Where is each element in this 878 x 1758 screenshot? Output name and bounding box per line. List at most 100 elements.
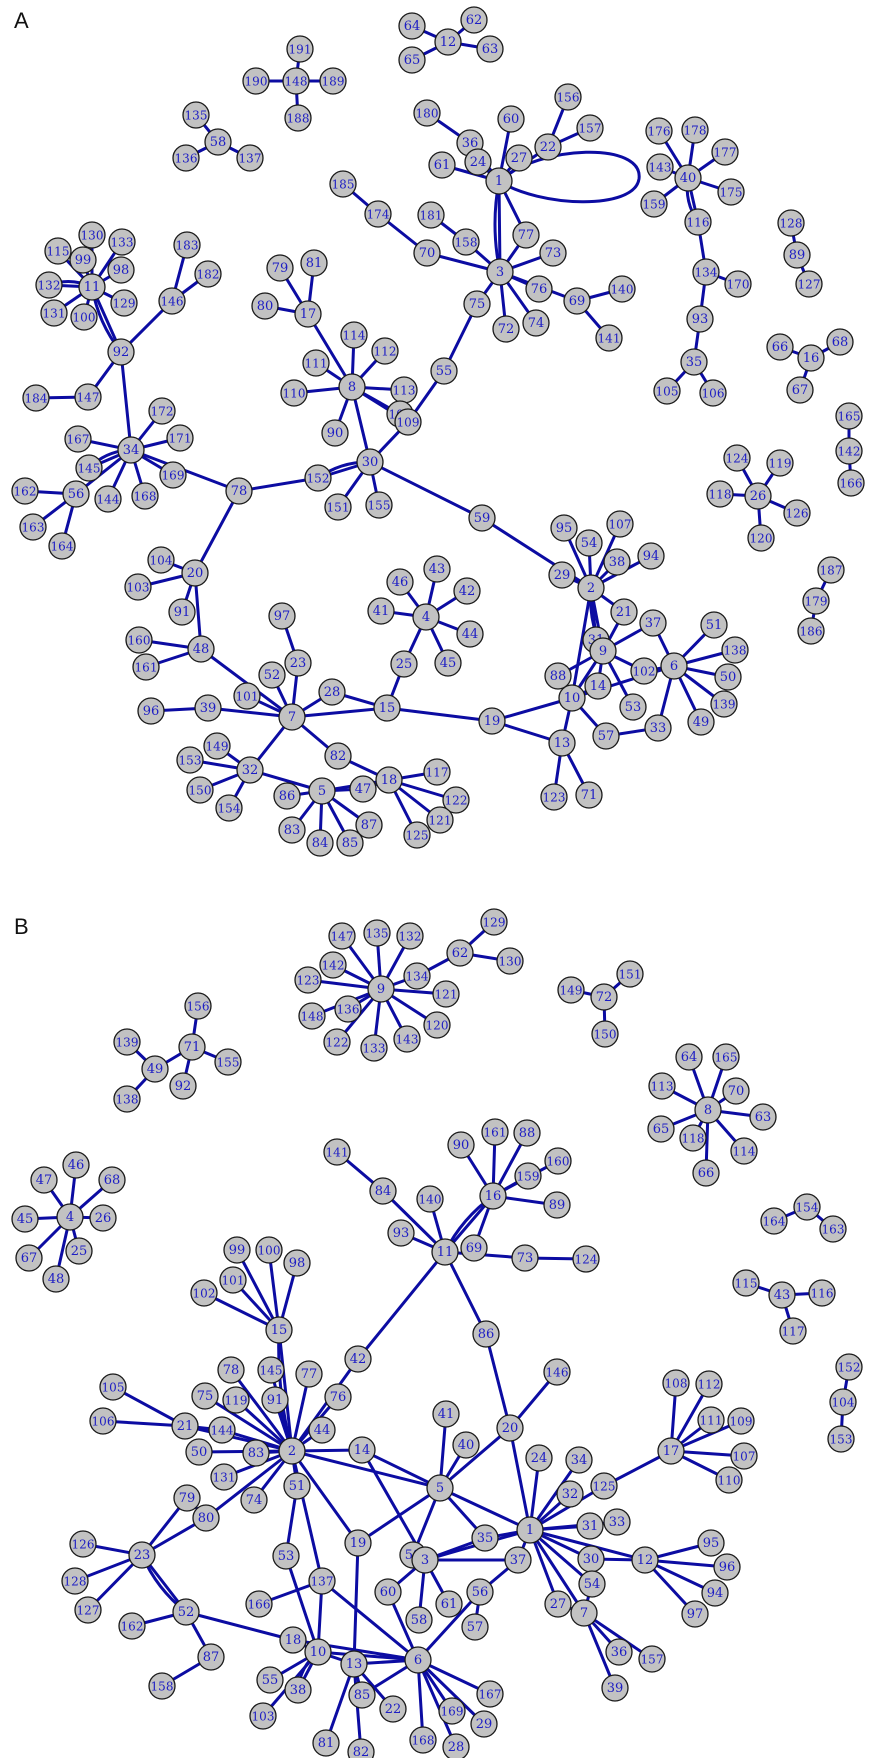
node-label: 45: [440, 656, 457, 671]
node-127: 127: [795, 270, 823, 298]
node-circle: [306, 829, 334, 857]
node-174: 174: [364, 200, 392, 228]
node-label: 182: [197, 268, 220, 282]
node-label: 132: [399, 930, 422, 944]
node-circle: [766, 333, 794, 361]
node-label: 71: [581, 788, 598, 803]
node-44: 44: [456, 620, 484, 648]
node-29: 29: [548, 561, 576, 589]
node-circle: [434, 28, 462, 56]
node-20: 20: [496, 1414, 524, 1442]
node-105: 105: [99, 1373, 127, 1401]
node-circle: [191, 1382, 219, 1410]
node-label: 31: [582, 1519, 599, 1534]
node-circle: [630, 657, 658, 685]
node-circle: [590, 1472, 618, 1500]
node-161: 161: [481, 1118, 509, 1146]
node-label: 164: [51, 540, 74, 554]
node-112: 112: [695, 1370, 723, 1398]
node-label: 66: [772, 340, 789, 355]
node-label: 134: [695, 266, 718, 280]
node-53: 53: [272, 1542, 300, 1570]
node-circle: [692, 1159, 720, 1187]
node-119: 119: [222, 1386, 250, 1414]
node-label: 72: [596, 990, 613, 1005]
node-label: 42: [459, 584, 476, 599]
node-label: 130: [81, 229, 104, 243]
node-circle: [416, 1185, 444, 1213]
node-circle: [730, 1137, 758, 1165]
node-circle: [563, 287, 591, 315]
node-110: 110: [280, 379, 308, 407]
node-label: 19: [350, 1536, 367, 1551]
node-55: 55: [256, 1666, 284, 1694]
node-label: 89: [789, 248, 806, 263]
node-96: 96: [713, 1553, 741, 1581]
node-label: 142: [322, 959, 345, 973]
node-label: 106: [92, 1415, 115, 1429]
node-117: 117: [779, 1317, 807, 1345]
node-label: 125: [406, 829, 429, 843]
node-circle: [363, 919, 391, 947]
node-113: 113: [390, 376, 418, 404]
node-circle: [251, 292, 279, 320]
node-label: 152: [838, 1361, 861, 1375]
node-circle: [608, 275, 636, 303]
node-label: 30: [362, 455, 379, 470]
node-circle: [308, 1416, 336, 1444]
node-label: 10: [564, 691, 581, 706]
node-circle: [319, 67, 347, 95]
node-label: 75: [469, 297, 486, 312]
node-150: 150: [186, 776, 214, 804]
node-label: 161: [135, 661, 158, 675]
node-144: 144: [94, 485, 122, 513]
node-42: 42: [453, 577, 481, 605]
node-label: 66: [698, 1166, 715, 1181]
node-39: 39: [601, 1674, 629, 1702]
node-176: 176: [645, 117, 673, 145]
node-33: 33: [603, 1508, 631, 1536]
node-2: 2: [577, 574, 605, 602]
node-label: 107: [733, 1450, 756, 1464]
node-circle: [476, 1680, 504, 1708]
node-label: 80: [198, 1511, 215, 1526]
node-68: 68: [98, 1166, 126, 1194]
node-label: 93: [692, 312, 709, 327]
node-154: 154: [793, 1193, 821, 1221]
node-15: 15: [265, 1316, 293, 1344]
node-11: 11: [78, 273, 106, 301]
node-21: 21: [610, 598, 638, 626]
node-label: 47: [36, 1173, 53, 1188]
node-circle: [701, 1579, 729, 1607]
node-label: 140: [611, 283, 634, 297]
node-186: 186: [797, 617, 825, 645]
node-circle: [148, 1672, 176, 1700]
node-102: 102: [190, 1279, 218, 1307]
node-74: 74: [522, 309, 550, 337]
node-label: 149: [560, 984, 583, 998]
node-label: 170: [727, 278, 750, 292]
node-circle: [837, 469, 865, 497]
edge-1-12: [528, 1528, 647, 1562]
node-137: 137: [308, 1567, 336, 1595]
node-circle: [516, 1516, 544, 1544]
node-label: 85: [342, 836, 359, 851]
node-circle: [107, 256, 135, 284]
node-label: 53: [625, 700, 642, 715]
node-circle: [684, 208, 712, 236]
node-circle: [132, 653, 160, 681]
node-circle: [423, 758, 451, 786]
node-label: 128: [64, 1575, 87, 1589]
node-label: 12: [440, 35, 457, 50]
node-circle: [576, 1512, 604, 1540]
node-label: 11: [437, 1245, 454, 1260]
node-label: 148: [301, 1010, 324, 1024]
node-label: 141: [598, 332, 621, 346]
node-169: 169: [159, 461, 187, 489]
node-78: 78: [217, 1356, 245, 1384]
node-circle: [710, 690, 738, 718]
node-label: 39: [607, 1681, 624, 1696]
node-label: 110: [283, 387, 306, 401]
node-18: 18: [279, 1626, 307, 1654]
node-circle: [300, 249, 328, 277]
